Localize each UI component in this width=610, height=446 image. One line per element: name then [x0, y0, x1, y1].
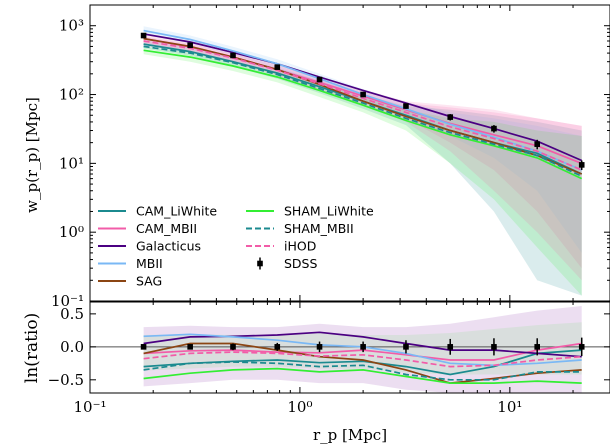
- legend-label-sham-mbii: SHAM_MBII: [284, 221, 354, 236]
- series-line-sham-mbii: [143, 45, 583, 177]
- band-sham-liwhite: [143, 46, 582, 296]
- legend-label-cam-liwhite: CAM_LiWhite: [136, 204, 217, 219]
- legend-label-sdss: SDSS: [284, 256, 317, 271]
- sdss-ratio-point: [534, 344, 541, 350]
- ratio-line-sham-liwhite: [143, 367, 582, 384]
- y-axis-label: w_p(r_p) [Mpc]: [23, 97, 41, 213]
- x-tick-label: 10¹: [497, 398, 522, 416]
- sdss-point: [578, 162, 585, 168]
- sdss-ratio-point: [187, 344, 193, 350]
- legend-label-mbii: MBII: [136, 256, 163, 271]
- ratio-line-ihod: [143, 351, 582, 368]
- ratio-line-sag: [143, 342, 582, 384]
- sdss-point: [491, 125, 497, 132]
- x-axis-label: r_p [Mpc]: [313, 426, 387, 444]
- band-ihod: [143, 36, 582, 281]
- ratio-y-tick-label: −0.5: [48, 371, 84, 389]
- series-line-sham-liwhite: [143, 49, 583, 180]
- legend-marker-sdss: [257, 260, 263, 267]
- sdss-ratio-point: [140, 344, 147, 350]
- sdss-point: [274, 64, 281, 70]
- sdss-ratio-point: [360, 344, 366, 350]
- top-panel-frame: [89, 4, 610, 302]
- legend-label-ihod: iHOD: [284, 239, 316, 254]
- sdss-ratio-point: [403, 344, 409, 350]
- legend-label-galacticus: Galacticus: [136, 239, 201, 254]
- sdss-ratio-point: [578, 344, 585, 350]
- y-tick-label: 10⁻¹: [51, 292, 84, 310]
- legend-label-sham-liwhite: SHAM_LiWhite: [284, 204, 374, 219]
- band-cam-mbii: [143, 34, 582, 269]
- y-tick-label: 10⁰: [59, 223, 84, 241]
- sdss-ratio-point: [316, 344, 323, 350]
- series-line-sag: [143, 37, 583, 175]
- y-tick-label: 10¹: [59, 154, 84, 172]
- sdss-point: [140, 32, 147, 39]
- x-tick-label: 10⁰: [287, 398, 312, 416]
- series-line-galacticus: [143, 33, 583, 162]
- sdss-point: [187, 42, 193, 49]
- sdss-point: [230, 52, 236, 59]
- ratio-line-sham-mbii: [143, 361, 582, 381]
- legend-label-sag: SAG: [136, 274, 162, 289]
- sdss-ratio-point: [274, 344, 281, 350]
- sdss-ratio-point: [447, 344, 454, 350]
- band-cam-liwhite: [143, 40, 582, 296]
- sdss-point: [534, 141, 541, 147]
- sdss-ratio-point: [491, 344, 497, 350]
- y-tick-label: 10²: [59, 86, 84, 104]
- ratio-y-axis-label: ln(ratio): [22, 313, 42, 383]
- sdss-point: [447, 114, 454, 120]
- y-tick-label: 10³: [59, 17, 84, 35]
- legend-label-cam-mbii: CAM_MBII: [136, 221, 197, 236]
- sdss-point: [360, 91, 366, 98]
- sdss-point: [316, 76, 323, 83]
- sdss-point: [403, 103, 409, 109]
- band-mbii: [143, 26, 582, 253]
- x-tick-label: 10⁻¹: [73, 398, 106, 416]
- sdss-ratio-point: [230, 344, 236, 350]
- bottom-panel-frame: [89, 301, 610, 394]
- series-line-ihod: [143, 40, 583, 171]
- ratio-y-tick-label: 0.0: [60, 338, 84, 356]
- ratio-y-tick-label: 0.5: [60, 305, 84, 323]
